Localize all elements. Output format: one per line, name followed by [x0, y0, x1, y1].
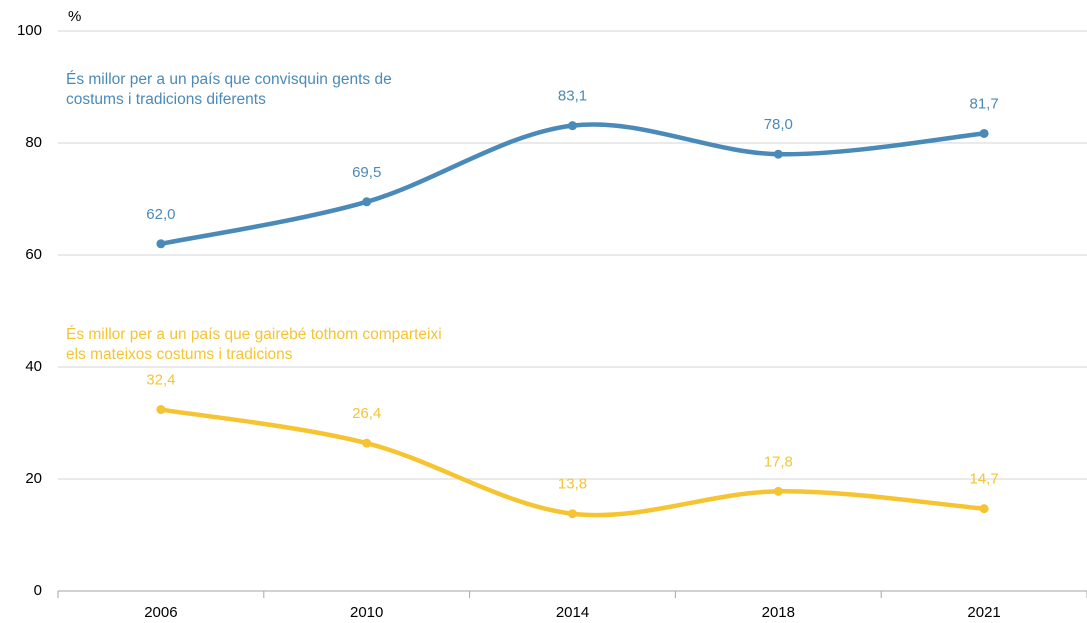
y-tick-label: 60: [25, 246, 42, 263]
data-point: [773, 486, 783, 496]
y-tick-label: 80: [25, 134, 42, 151]
data-point: [568, 121, 577, 131]
series-label: És millor per a un país que gairebé toth…: [66, 326, 442, 363]
data-label: 62,0: [146, 206, 175, 223]
x-tick-label: 2021: [967, 604, 1000, 621]
data-point: [979, 504, 989, 514]
data-point: [773, 149, 783, 159]
data-point: [156, 239, 166, 249]
data-point: [156, 405, 166, 415]
x-tick-label: 2014: [556, 604, 589, 621]
series-line: [158, 407, 987, 518]
y-tick-label: 40: [25, 358, 42, 375]
data-label: 32,4: [146, 372, 175, 389]
data-point: [362, 438, 372, 448]
x-tick-label: 2018: [762, 604, 795, 621]
data-label: 13,8: [558, 476, 587, 493]
data-label: 17,8: [764, 453, 793, 470]
data-point: [568, 509, 577, 519]
data-point: [362, 197, 372, 207]
x-tick-label: 2006: [144, 604, 177, 621]
data-label: 26,4: [352, 405, 381, 422]
data-label: 78,0: [764, 116, 793, 133]
data-label: 69,5: [352, 164, 381, 181]
data-label: 83,1: [558, 88, 587, 105]
y-tick-label: 0: [34, 582, 42, 599]
y-tick-label: 20: [25, 470, 42, 487]
x-tick-label: 2010: [350, 604, 383, 621]
data-point: [979, 128, 989, 138]
y-tick-label: 100: [17, 22, 42, 39]
data-label: 81,7: [969, 95, 998, 112]
series-label: És millor per a un país que convisquin g…: [66, 71, 392, 108]
data-label: 14,7: [969, 471, 998, 488]
series-line: [158, 122, 987, 247]
y-axis-unit: %: [68, 8, 81, 25]
